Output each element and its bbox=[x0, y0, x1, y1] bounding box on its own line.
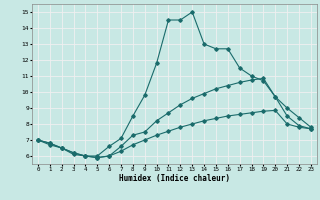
X-axis label: Humidex (Indice chaleur): Humidex (Indice chaleur) bbox=[119, 174, 230, 183]
